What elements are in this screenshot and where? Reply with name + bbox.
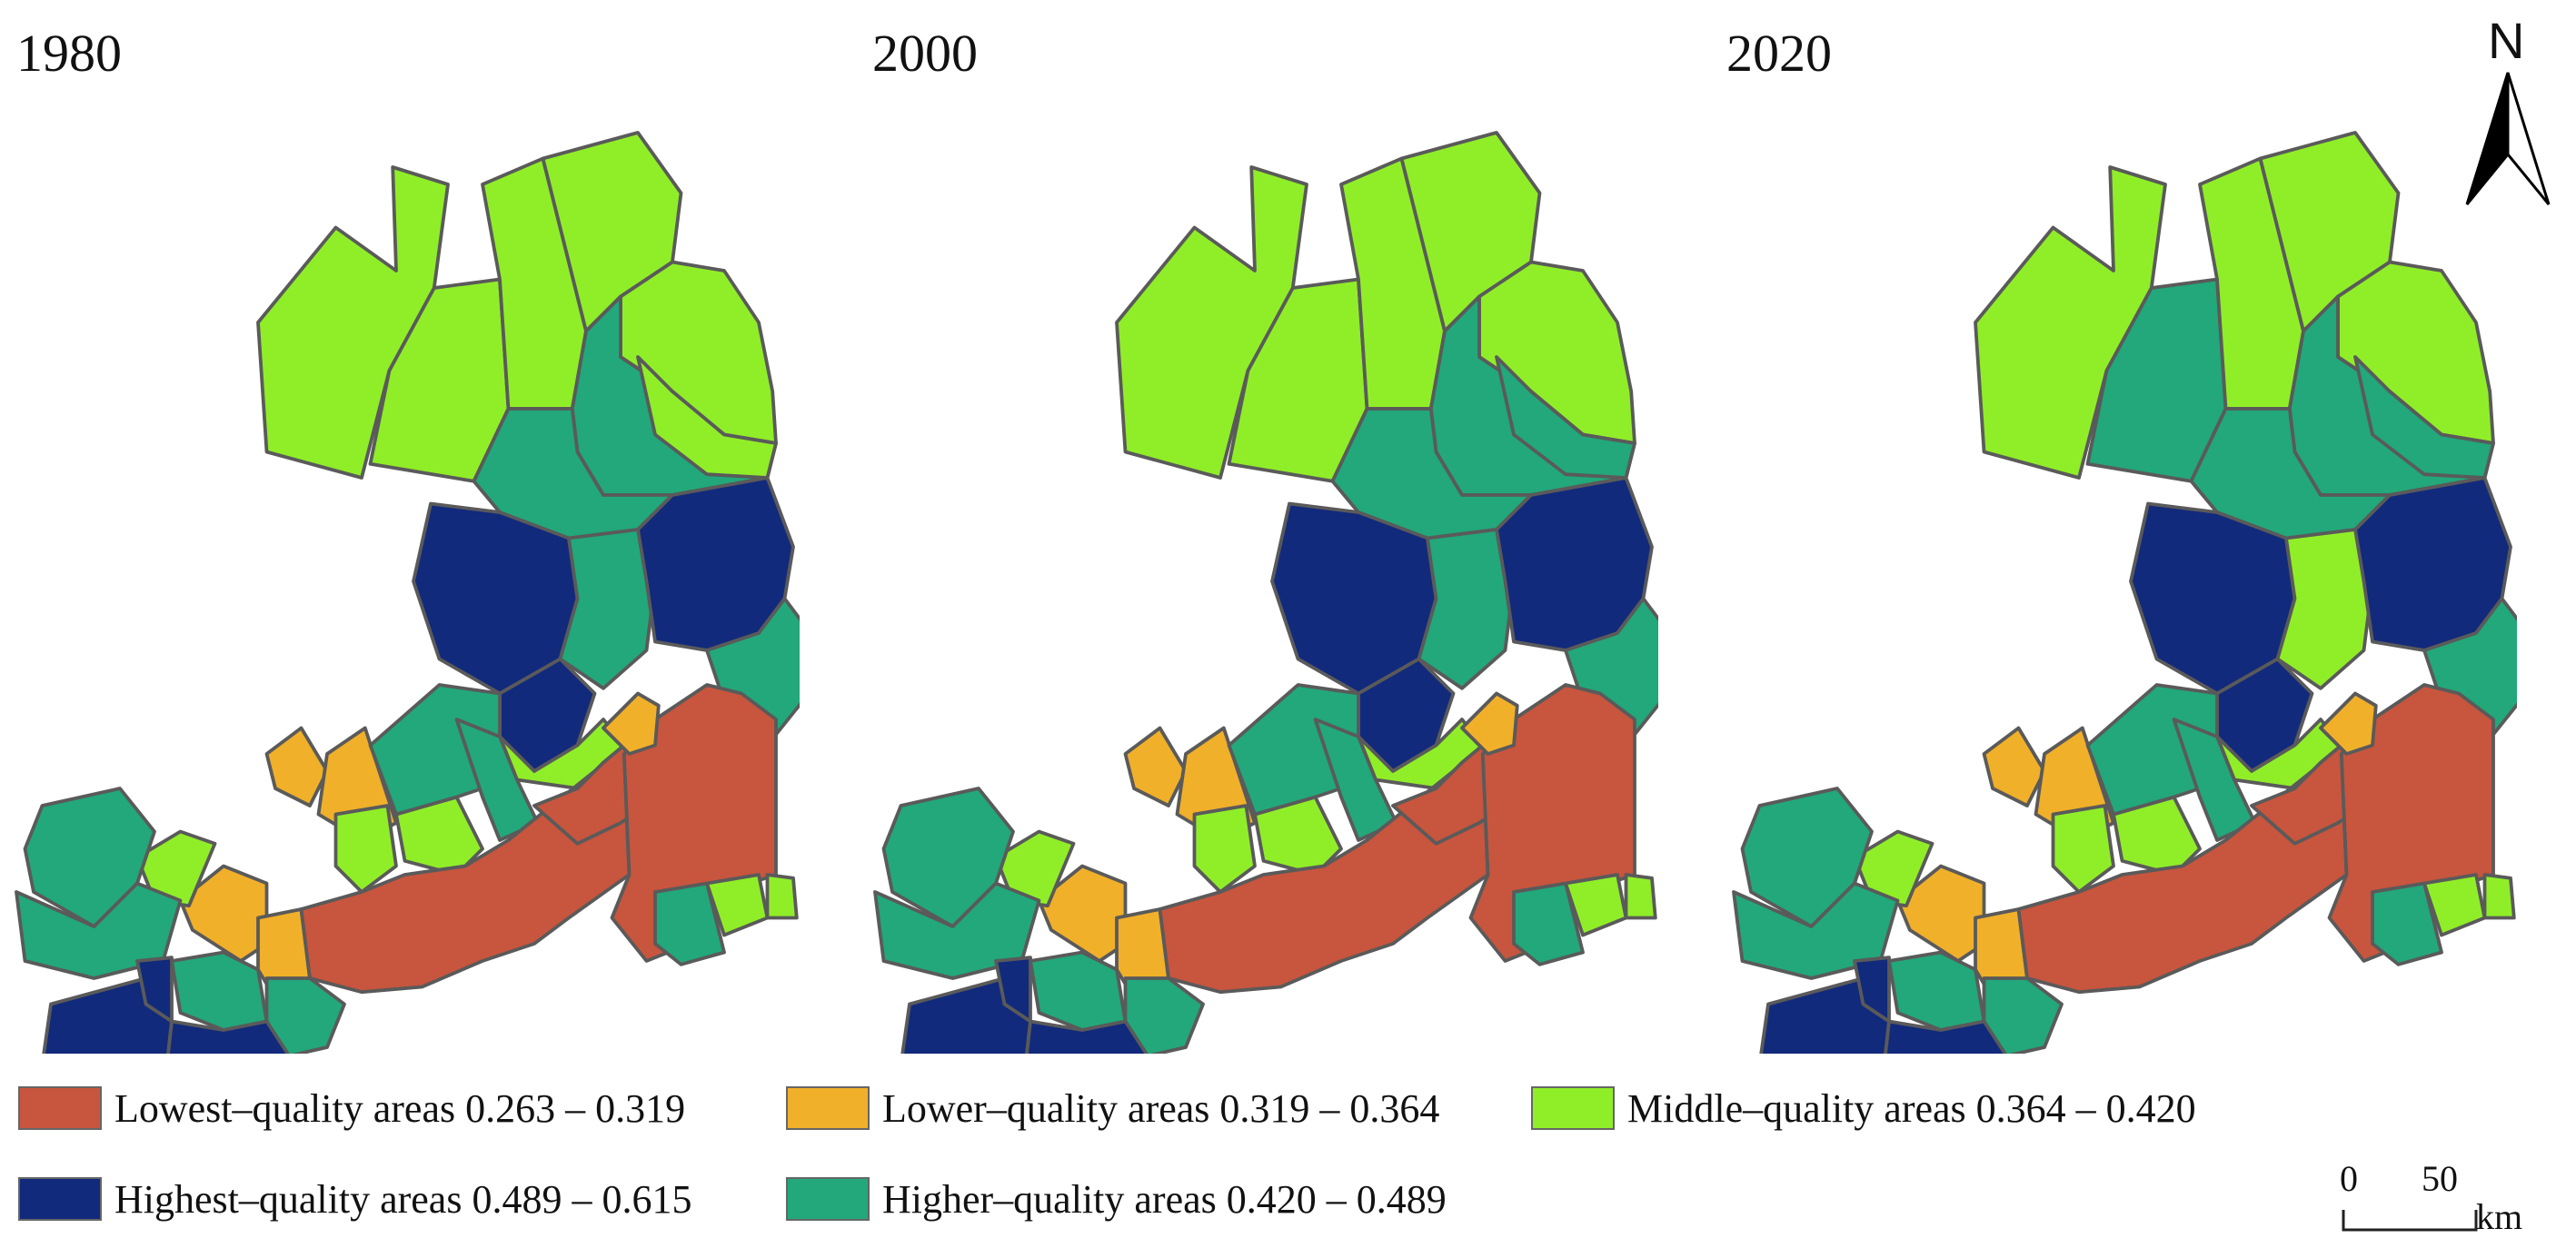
region-central-far-east xyxy=(1564,597,1658,748)
region-north-belt-east xyxy=(636,355,778,480)
legend-label-lowest: Lowest–quality areas 0.263 – 0.319 xyxy=(114,1085,686,1131)
legend-label-lower: Lower–quality areas 0.319 – 0.364 xyxy=(882,1085,1440,1131)
legend-swatch-higher xyxy=(786,1177,870,1221)
region-north-far-west xyxy=(1115,165,1308,480)
map-regions-2020 xyxy=(1732,131,2517,1054)
region-south-teal xyxy=(170,950,269,1032)
map-panel-1980 xyxy=(0,118,800,1054)
scale-unit: km xyxy=(2476,1196,2523,1237)
region-south-blue-3 xyxy=(994,956,1032,1024)
region-north-belt-east xyxy=(1495,355,1636,480)
region-north-far-west xyxy=(256,165,450,480)
legend-item-higher: Higher–quality areas 0.420 – 0.489 xyxy=(786,1167,1447,1231)
region-south-blue-2 xyxy=(1884,1019,2007,1054)
map-svg-1980 xyxy=(15,131,800,1054)
region-south-blue-2 xyxy=(1025,1019,1149,1054)
legend-item-middle: Middle–quality areas 0.364 – 0.420 xyxy=(1531,1076,2196,1140)
region-south-blue-2 xyxy=(166,1019,290,1054)
north-label: N xyxy=(2488,12,2525,69)
region-mid-orange-1 xyxy=(1123,726,1188,807)
region-se-teal xyxy=(1512,881,1585,966)
legend: Lowest–quality areas 0.263 – 0.319 Lower… xyxy=(18,1076,2290,1249)
region-south-teal xyxy=(1887,950,1986,1032)
map-panel-2020 xyxy=(1717,118,2517,1054)
region-west-teal-2 xyxy=(1732,881,1900,980)
region-mid-orange-1 xyxy=(264,726,329,807)
scale-bar-line xyxy=(2342,1210,2478,1232)
region-south-blue-3 xyxy=(1853,956,1891,1024)
region-north-belt-east xyxy=(2353,355,2495,480)
region-central-far-east xyxy=(705,597,800,748)
region-east-orange xyxy=(602,691,661,756)
region-west-teal-2 xyxy=(873,881,1041,980)
scale-bar: 0 50 km xyxy=(2331,1158,2522,1252)
region-mid-green-1 xyxy=(333,804,398,894)
map-regions-1980 xyxy=(15,131,800,1054)
year-label-1980: 1980 xyxy=(16,24,122,83)
legend-swatch-middle xyxy=(1531,1086,1615,1130)
region-se-teal xyxy=(653,881,726,966)
region-mid-green-1 xyxy=(1192,804,1257,894)
year-label-2000: 2000 xyxy=(872,24,978,83)
legend-item-highest: Highest–quality areas 0.489 – 0.615 xyxy=(18,1167,691,1231)
region-south-teal xyxy=(1029,950,1128,1032)
region-mid-orange-1 xyxy=(1982,726,2046,807)
region-mid-green-1 xyxy=(2051,804,2115,894)
region-north-far-west xyxy=(1974,165,2167,480)
legend-item-lower: Lower–quality areas 0.319 – 0.364 xyxy=(786,1076,1439,1140)
region-se-teal xyxy=(2371,881,2443,966)
region-east-orange xyxy=(1460,691,1519,756)
map-panel-2000 xyxy=(859,118,1658,1054)
map-regions-2000 xyxy=(873,131,1658,1054)
region-west-teal-2 xyxy=(15,881,183,980)
legend-label-higher: Higher–quality areas 0.420 – 0.489 xyxy=(882,1176,1447,1222)
legend-label-middle: Middle–quality areas 0.364 – 0.420 xyxy=(1627,1085,2196,1131)
region-south-blue-3 xyxy=(135,956,174,1024)
map-svg-2000 xyxy=(873,131,1658,1054)
legend-item-lowest: Lowest–quality areas 0.263 – 0.319 xyxy=(18,1076,685,1140)
region-east-orange xyxy=(2319,691,2378,756)
north-arrow-icon xyxy=(2465,72,2551,205)
map-svg-2020 xyxy=(1732,131,2517,1054)
legend-swatch-lower xyxy=(786,1086,870,1130)
scale-distance: 50 xyxy=(2422,1158,2458,1199)
legend-swatch-lowest xyxy=(18,1086,102,1130)
region-se-green-2 xyxy=(765,873,799,920)
region-central-far-east xyxy=(2422,597,2517,748)
legend-swatch-highest xyxy=(18,1177,102,1221)
scale-zero: 0 xyxy=(2340,1158,2358,1199)
year-label-2020: 2020 xyxy=(1726,24,1832,83)
legend-label-highest: Highest–quality areas 0.489 – 0.615 xyxy=(114,1176,692,1222)
region-se-green-2 xyxy=(1624,873,1657,920)
region-se-green-2 xyxy=(2482,873,2516,920)
